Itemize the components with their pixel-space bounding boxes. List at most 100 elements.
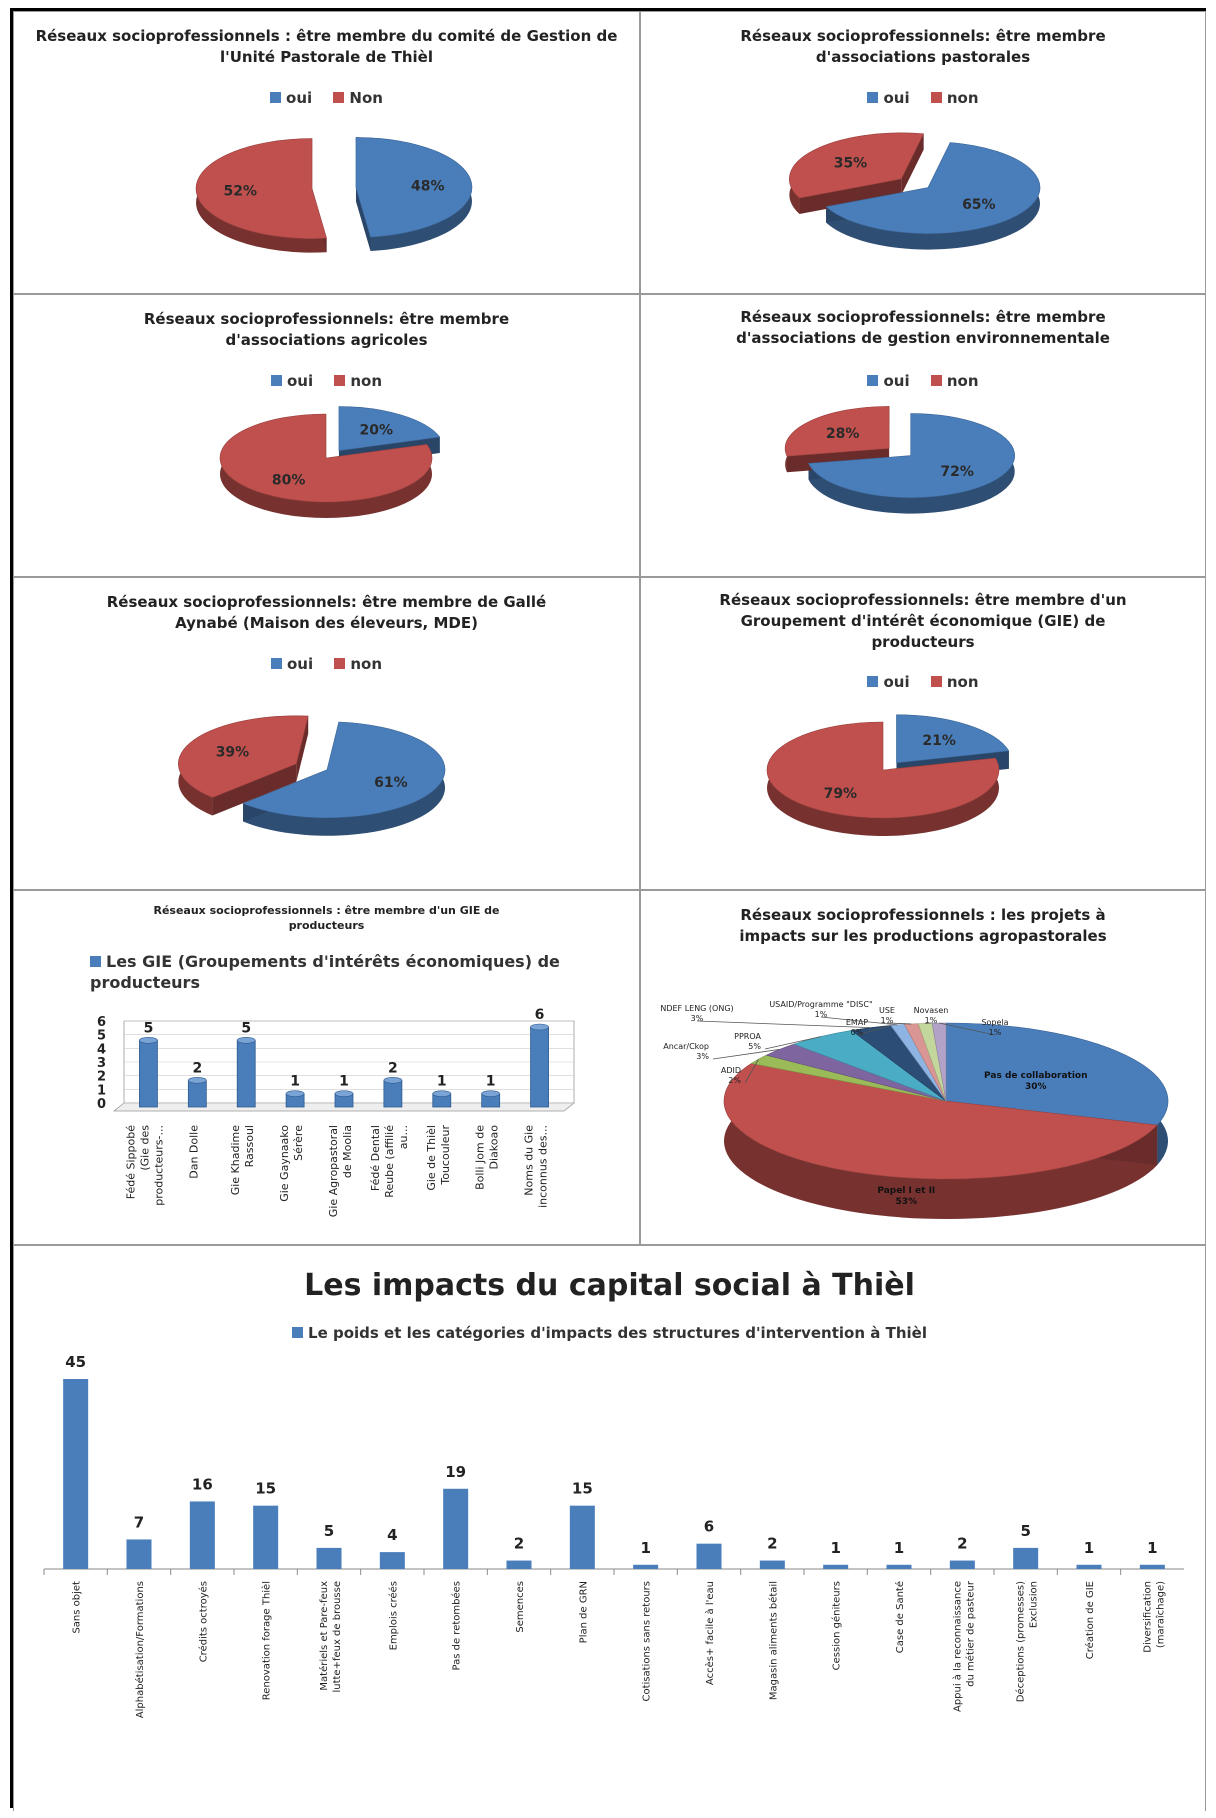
x-tick-label: Gie de ThièlToucouleur <box>425 1125 452 1191</box>
bar-cap <box>285 1090 305 1097</box>
x-tick-label-line: Exclusion <box>1029 1581 1040 1628</box>
x-tick-label: Sans objet <box>72 1581 83 1634</box>
legend-label-oui: oui <box>883 673 910 691</box>
legend-swatch-oui <box>867 92 879 103</box>
bar <box>569 1505 595 1569</box>
pie-data-value-usaid-programme-disc: 1% <box>815 1010 828 1019</box>
pie-data-label-non: 28% <box>826 426 860 442</box>
data-label: 1 <box>1147 1539 1157 1557</box>
pie-data-label-non: 79% <box>824 786 858 802</box>
data-label: 5 <box>324 1522 334 1540</box>
pie-data-value-ancar-ckop: 3% <box>696 1052 709 1061</box>
pie-data-label-non: 35% <box>834 155 868 171</box>
bar-cap <box>432 1090 452 1097</box>
x-tick-label-line: inconnus des... <box>537 1125 550 1208</box>
x-tick-label-line: Accès+ facile à l'eau <box>704 1581 716 1685</box>
x-tick-label: Gie GaynaakoSérère <box>278 1125 305 1202</box>
bar <box>823 1564 849 1569</box>
legend-label-oui: oui <box>883 372 910 390</box>
pie-chart-environnementale: 72% 28% <box>784 406 1015 514</box>
chart-panel-impacts: Les impacts du capital social à Thièl Le… <box>13 1245 1206 1811</box>
pie-slice-non <box>766 721 1000 819</box>
chart-title: Réseaux socioprofessionnels: être membre… <box>736 308 1110 347</box>
x-tick-label-line: Sérère <box>292 1125 305 1161</box>
x-tick-label-line: Création de GIE <box>1084 1581 1096 1659</box>
pie-data-label-ancar-ckop: Ancar/Ckop <box>663 1042 709 1051</box>
bar <box>126 1539 152 1569</box>
chart-panel-environnementale: Réseaux socioprofessionnels: être membre… <box>640 294 1206 577</box>
bar <box>383 1079 403 1108</box>
x-tick-label-line: du métier de pasteur <box>964 1580 976 1687</box>
bar-cap <box>530 1023 549 1031</box>
pie-slice-non <box>195 138 327 239</box>
y-tick-label: 4 <box>97 1042 106 1057</box>
pie-data-value-pproa: 5% <box>748 1042 761 1051</box>
pie-data-label-use: USE <box>879 1006 895 1015</box>
y-tick-label: 0 <box>97 1097 106 1112</box>
pie-leader-line-usaid-programme-disc <box>820 1016 898 1026</box>
pie-slice-oui <box>242 721 446 819</box>
bar <box>443 1488 469 1569</box>
x-tick-label: Accès+ facile à l'eau <box>704 1581 716 1685</box>
x-tick-label: Case de Santé <box>894 1581 906 1653</box>
data-label: 2 <box>957 1535 967 1553</box>
legend-label-non: non <box>946 89 979 107</box>
pie-slice-pas-de-collaboration <box>945 1022 1169 1126</box>
x-tick-label-line: Cotisations sans retours <box>642 1581 653 1702</box>
pie-chart-upt: 48% 52% <box>195 137 473 253</box>
chart-title: Réseaux socioprofessionnels : être membr… <box>35 27 618 66</box>
x-tick-label-line: Gie de Thièl <box>425 1125 438 1191</box>
data-label: 1 <box>1084 1539 1094 1557</box>
x-tick-label: Alphabétisation/Formations <box>134 1581 146 1718</box>
data-label: 1 <box>830 1539 840 1557</box>
x-tick-label-line: Dan Dolle <box>187 1125 200 1179</box>
pie-data-label-non: 39% <box>216 744 250 760</box>
pie-slice-non <box>789 132 925 199</box>
x-tick-label-line: Case de Santé <box>894 1581 906 1653</box>
x-tick-label-line: Appui à la reconnaissance <box>951 1581 963 1712</box>
x-tick-label-line: Emplois créés <box>387 1581 399 1650</box>
data-label: 15 <box>572 1480 593 1498</box>
x-tick-label-line: Magasin aliments bétail <box>767 1581 779 1700</box>
x-tick-label-line: Matériels et Pare-feux <box>318 1581 330 1691</box>
bar <box>1013 1547 1039 1569</box>
x-tick-label: Noms du Gieinconnus des... <box>523 1125 550 1208</box>
x-tick-label: Gie Agropastoralde Moolia <box>327 1125 354 1217</box>
figure-frame: Réseaux socioprofessionnels : être membr… <box>10 8 1206 1811</box>
x-tick-label-line: Rassoul <box>243 1125 256 1167</box>
pie-slice-oui <box>338 406 441 451</box>
legend-swatch-oui <box>867 375 879 386</box>
bar <box>530 1026 549 1108</box>
pie-data-label-novasen: Novasen <box>914 1006 949 1015</box>
data-label: 2 <box>192 1060 202 1076</box>
chart-title: Réseaux socioprofessionnels : les projet… <box>739 906 1107 945</box>
bar <box>1076 1564 1102 1569</box>
pie-data-value-adid: 2% <box>728 1076 741 1085</box>
bar <box>187 1079 207 1108</box>
pie-data-label-oui: 72% <box>940 464 974 480</box>
chart-legend: oui non <box>641 372 1205 390</box>
x-tick-label-line: Bolli Jom de <box>474 1125 487 1190</box>
pie-data-label-ndef-leng-ong: NDEF LENG (ONG) <box>660 1004 733 1013</box>
data-label: 45 <box>65 1353 86 1371</box>
chart-legend: Les GIE (Groupements d'intérêts économiq… <box>90 951 610 993</box>
pie-data-label-papel-i-et-ii: Papel I et II <box>877 1186 935 1196</box>
pie-slice-oui <box>808 413 1015 498</box>
pie-data-label-adid: ADID <box>721 1066 741 1075</box>
bar <box>63 1379 89 1569</box>
pie-data-label-oui: 21% <box>922 733 956 749</box>
data-label: 1 <box>437 1074 447 1090</box>
pie-data-label-sopela: Sopela <box>981 1018 1008 1027</box>
x-tick-label: Semences <box>515 1581 526 1633</box>
pie-wall-non <box>296 716 309 782</box>
bar <box>236 1039 256 1108</box>
chart-panel-galle-aynabe: Réseaux socioprofessionnels: être membre… <box>13 577 640 890</box>
chart-title: Réseaux socioprofessionnels: être membre… <box>106 593 547 632</box>
pie-wall-non <box>799 178 902 214</box>
x-tick-label: Pas de retombées <box>451 1581 463 1670</box>
x-tick-label-line: Pas de retombées <box>451 1581 463 1670</box>
data-label: 5 <box>144 1020 154 1036</box>
pie-leader-line-sopela <box>938 1022 996 1036</box>
